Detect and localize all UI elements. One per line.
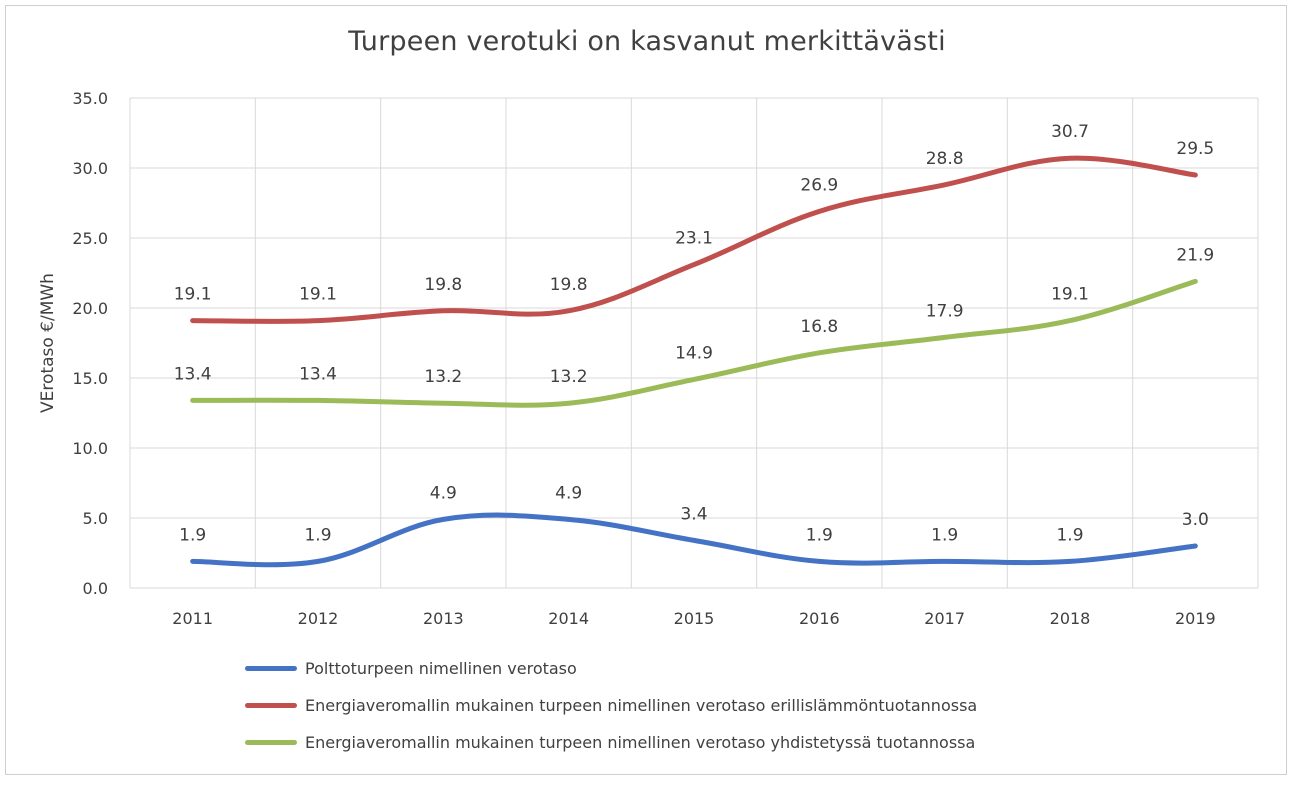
x-tick-label: 2015 bbox=[674, 609, 715, 628]
y-tick-label: 35.0 bbox=[72, 89, 108, 108]
legend-swatch bbox=[245, 666, 297, 671]
data-label: 4.9 bbox=[430, 483, 457, 503]
legend-item-polttoturve: Polttoturpeen nimellinen verotaso bbox=[245, 650, 977, 687]
data-label: 13.2 bbox=[550, 367, 588, 387]
x-tick-label: 2016 bbox=[799, 609, 840, 628]
data-label: 13.2 bbox=[424, 367, 462, 387]
data-label: 14.9 bbox=[675, 343, 713, 363]
y-tick-label: 25.0 bbox=[72, 229, 108, 248]
series-line-1 bbox=[190, 155, 1198, 324]
y-tick-label: 0.0 bbox=[83, 579, 108, 598]
y-tick-label: 30.0 bbox=[72, 159, 108, 178]
data-label: 19.1 bbox=[174, 285, 212, 305]
y-axis-tick-labels: 0.0 5.0 10.0 15.0 20.0 25.0 30.0 35.0 bbox=[72, 89, 108, 598]
data-label: 26.9 bbox=[800, 175, 838, 195]
data-label: 1.9 bbox=[1056, 525, 1083, 545]
legend-item-erillislammontuotanto: Energiaveromallin mukainen turpeen nimel… bbox=[245, 687, 977, 724]
data-label: 13.4 bbox=[174, 364, 212, 384]
legend: Polttoturpeen nimellinen verotaso Energi… bbox=[245, 650, 977, 761]
y-tick-label: 5.0 bbox=[83, 509, 108, 528]
legend-label: Energiaveromallin mukainen turpeen nimel… bbox=[305, 696, 978, 715]
data-label: 19.1 bbox=[1051, 285, 1089, 305]
data-label: 30.7 bbox=[1051, 122, 1089, 142]
data-label: 13.4 bbox=[299, 364, 337, 384]
data-label: 1.9 bbox=[304, 525, 331, 545]
x-tick-label: 2011 bbox=[172, 609, 213, 628]
x-tick-label: 2014 bbox=[548, 609, 589, 628]
y-tick-label: 20.0 bbox=[72, 299, 108, 318]
data-label: 1.9 bbox=[806, 525, 833, 545]
series-lines bbox=[190, 155, 1198, 568]
grid-lines bbox=[129, 97, 1259, 589]
data-label: 28.8 bbox=[926, 149, 964, 169]
chart-title: Turpeen verotuki on kasvanut merkittäväs… bbox=[348, 26, 946, 57]
data-label: 21.9 bbox=[1176, 245, 1214, 265]
data-label: 1.9 bbox=[179, 525, 206, 545]
x-tick-label: 2019 bbox=[1175, 609, 1216, 628]
legend-item-yhdistetty-tuotanto: Energiaveromallin mukainen turpeen nimel… bbox=[245, 724, 977, 761]
data-label: 3.0 bbox=[1182, 510, 1209, 530]
data-label: 19.8 bbox=[424, 275, 462, 295]
y-axis-label: VErotaso €/MWh bbox=[38, 273, 58, 413]
x-tick-label: 2018 bbox=[1050, 609, 1091, 628]
data-label: 4.9 bbox=[555, 483, 582, 503]
legend-swatch bbox=[245, 703, 297, 708]
series-line-2 bbox=[190, 278, 1198, 408]
x-tick-label: 2017 bbox=[924, 609, 965, 628]
data-labels: 1.9 1.9 4.9 4.9 3.4 1.9 1.9 1.9 3.0 19.1 19.1 19.8 1… bbox=[174, 122, 1215, 545]
data-label: 1.9 bbox=[931, 525, 958, 545]
y-tick-label: 15.0 bbox=[72, 369, 108, 388]
y-tick-label: 10.0 bbox=[72, 439, 108, 458]
x-tick-label: 2012 bbox=[298, 609, 339, 628]
data-label: 17.9 bbox=[926, 301, 964, 321]
series-line-0 bbox=[190, 512, 1198, 568]
data-label: 29.5 bbox=[1176, 139, 1214, 159]
legend-label: Polttoturpeen nimellinen verotaso bbox=[305, 659, 577, 678]
x-tick-label: 2013 bbox=[423, 609, 464, 628]
data-label: 19.1 bbox=[299, 285, 337, 305]
legend-label: Energiaveromallin mukainen turpeen nimel… bbox=[305, 733, 976, 752]
data-label: 16.8 bbox=[800, 317, 838, 337]
legend-swatch bbox=[245, 740, 297, 745]
data-label: 3.4 bbox=[680, 504, 707, 524]
data-label: 23.1 bbox=[675, 229, 713, 249]
data-label: 19.8 bbox=[550, 275, 588, 295]
x-axis-tick-labels: 2011 2012 2013 2014 2015 2016 2017 2018 2019 bbox=[172, 609, 1215, 628]
